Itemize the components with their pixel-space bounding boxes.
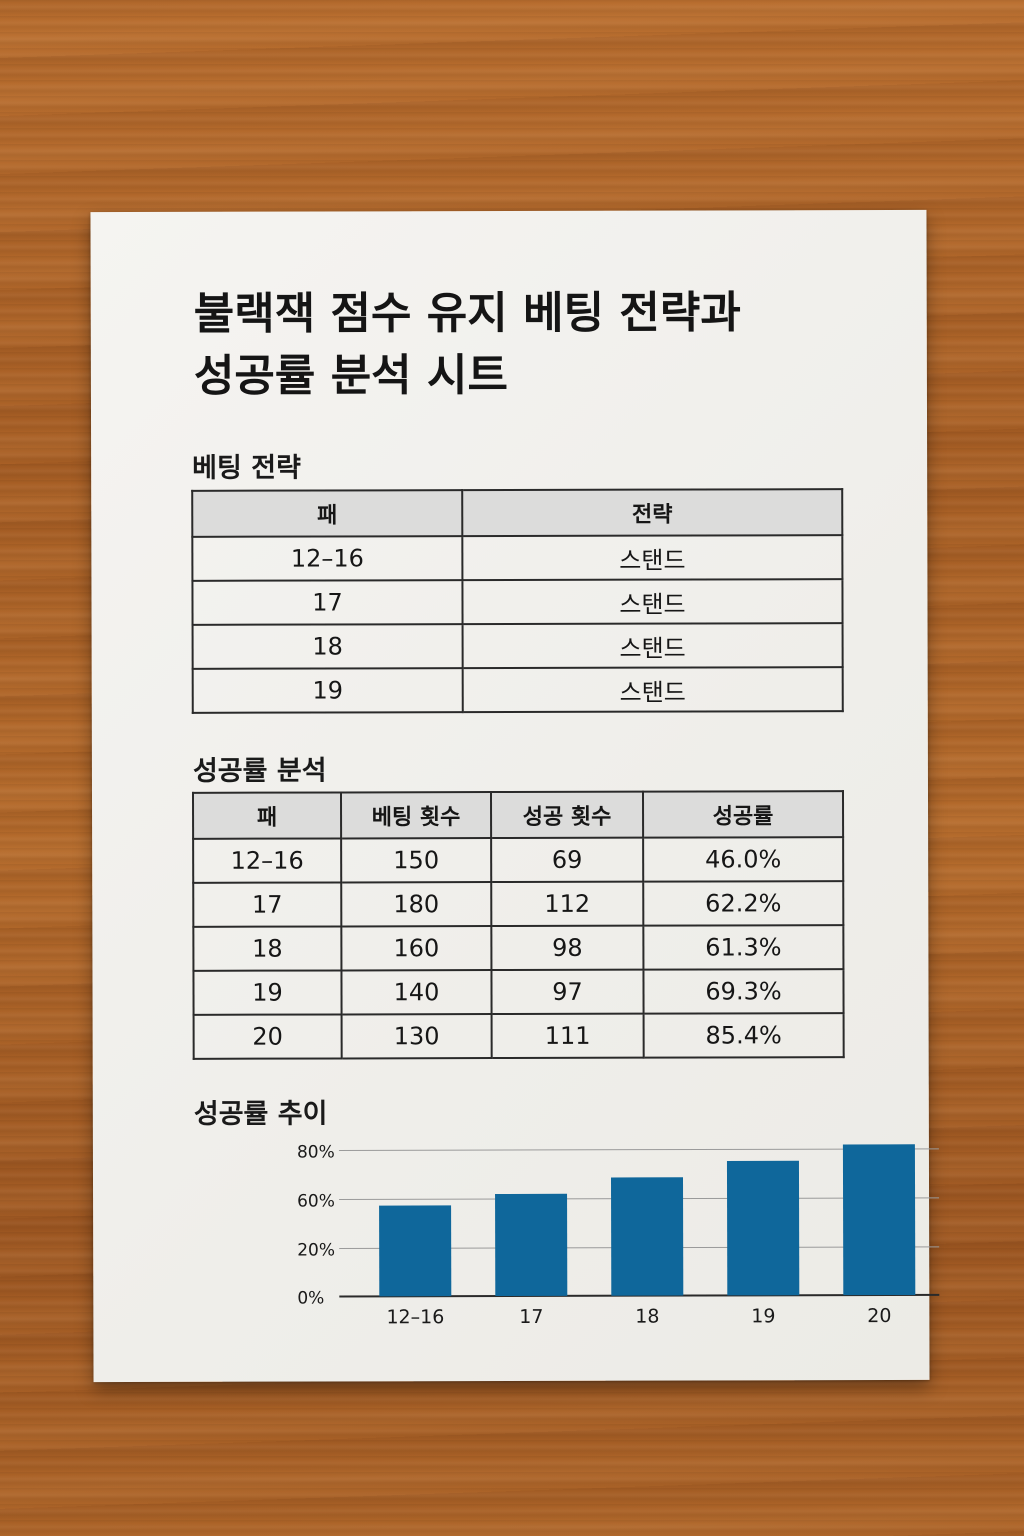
analysis-cell-hand: 20 [193, 1014, 342, 1059]
table-row: 20 130 111 85.4% [193, 1013, 844, 1059]
strategy-header-row: 패 전략 [192, 489, 843, 537]
x-tick-label: 19 [751, 1305, 775, 1327]
table-row: 17 스탠드 [192, 579, 843, 625]
strategy-cell-hand: 19 [192, 668, 463, 713]
analysis-cell-hand: 19 [193, 970, 342, 1015]
y-tick-label: 0% [297, 1288, 324, 1308]
analysis-cell-rate: 69.3% [643, 969, 844, 1014]
analysis-cell-hand: 18 [193, 926, 342, 971]
document-sheet: 불랙잭 점수 유지 베팅 전략과 성공률 분석 시트 베팅 전략 패 전략 12… [90, 209, 940, 1383]
strategy-cell-hand: 12–16 [192, 536, 463, 581]
analysis-cell-rate: 61.3% [643, 925, 844, 970]
chart-bar [379, 1205, 452, 1297]
chart-gridline [338, 1148, 939, 1151]
analysis-cell-rate: 62.2% [643, 881, 844, 926]
analysis-cell-wins: 111 [491, 1013, 644, 1059]
document-title: 불랙잭 점수 유지 베팅 전략과 성공률 분석 시트 [194, 282, 834, 408]
strategy-cell-action: 스탠드 [462, 579, 843, 625]
strategy-cell-hand: 18 [192, 624, 463, 669]
strategy-cell-hand: 17 [192, 580, 463, 625]
analysis-header-row: 패 베팅 횟수 성공 횟수 성공률 [192, 791, 844, 839]
table-row: 18 스탠드 [192, 623, 843, 669]
analysis-header-bets: 베팅 횟수 [340, 792, 492, 839]
strategy-header-hand: 패 [192, 490, 463, 537]
chart-bar [495, 1193, 568, 1297]
strategy-table: 패 전략 12–16 스탠드 17 스탠드 18 스탠드 19 스탠드 [191, 488, 844, 714]
strategy-cell-action: 스탠드 [462, 535, 843, 581]
chart-bar [726, 1160, 800, 1296]
table-row: 19 스탠드 [192, 667, 843, 713]
analysis-header-rate: 성공률 [642, 791, 844, 838]
analysis-cell-bets: 140 [341, 970, 492, 1015]
y-tick-label: 80% [297, 1142, 335, 1162]
table-row: 18 160 98 61.3% [193, 925, 844, 971]
title-line-1: 불랙잭 점수 유지 베팅 전략과 [193, 287, 741, 340]
analysis-cell-wins: 112 [491, 881, 644, 927]
analysis-table: 패 베팅 횟수 성공 횟수 성공률 12–16 150 69 46.0% 17 … [192, 790, 845, 1060]
analysis-cell-wins: 98 [491, 925, 644, 971]
analysis-header-wins: 성공 횟수 [490, 791, 644, 839]
success-rate-bar-chart: 0% 20% 60% 80% 12–16 17 18 19 20 [297, 1142, 940, 1328]
strategy-heading: 베팅 전략 [192, 452, 301, 484]
analysis-cell-bets: 150 [341, 838, 492, 883]
y-tick-label: 60% [297, 1191, 335, 1211]
analysis-cell-rate: 85.4% [643, 1013, 844, 1058]
table-row: 12–16 150 69 46.0% [193, 837, 844, 883]
analysis-cell-wins: 97 [491, 969, 644, 1015]
y-tick-label: 20% [297, 1240, 335, 1260]
analysis-cell-wins: 69 [491, 837, 644, 883]
table-row: 12–16 스탠드 [192, 535, 843, 581]
strategy-cell-action: 스탠드 [462, 667, 843, 713]
analysis-cell-bets: 160 [341, 926, 492, 971]
chart-bar [610, 1177, 684, 1296]
analysis-cell-bets: 180 [341, 882, 492, 927]
analysis-heading: 성공률 분석 [192, 755, 327, 787]
x-tick-label: 20 [867, 1305, 891, 1327]
analysis-cell-bets: 130 [341, 1014, 492, 1059]
x-tick-label: 17 [519, 1306, 543, 1328]
title-line-2: 성공률 분석 시트 [193, 350, 508, 402]
x-tick-label: 12–16 [386, 1306, 444, 1328]
strategy-cell-action: 스탠드 [462, 623, 843, 669]
x-tick-label: 18 [635, 1306, 659, 1328]
success-rate-chart: 0% 20% 60% 80% 12–16 17 18 19 20 [189, 1115, 950, 1332]
chart-bar [842, 1144, 916, 1296]
table-row: 19 140 97 69.3% [193, 969, 844, 1015]
analysis-cell-hand: 17 [193, 882, 342, 927]
analysis-cell-hand: 12–16 [193, 838, 342, 883]
analysis-cell-rate: 46.0% [643, 837, 844, 882]
analysis-header-hand: 패 [192, 792, 342, 839]
strategy-header-strategy: 전략 [462, 489, 843, 537]
table-row: 17 180 112 62.2% [193, 881, 844, 927]
